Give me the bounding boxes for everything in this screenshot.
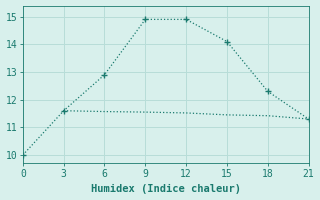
X-axis label: Humidex (Indice chaleur): Humidex (Indice chaleur) [91, 184, 241, 194]
